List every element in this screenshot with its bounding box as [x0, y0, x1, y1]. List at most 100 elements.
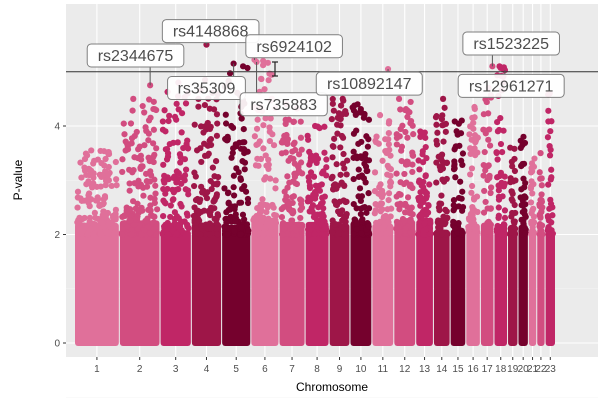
data-point: [134, 200, 141, 207]
x-tick-label: 4: [204, 364, 210, 375]
data-point: [198, 158, 205, 166]
data-point: [159, 118, 166, 125]
data-point: [450, 196, 458, 204]
data-point: [382, 148, 389, 155]
data-point: [459, 161, 466, 169]
data-point: [363, 133, 370, 140]
annotation-rs10892147: rs10892147: [315, 71, 423, 96]
data-point: [331, 181, 339, 188]
data-point: [228, 154, 235, 161]
chromosome-20-point-band: [518, 224, 528, 346]
data-point: [481, 187, 488, 195]
data-point: [118, 231, 126, 238]
data-point: [404, 113, 411, 121]
chromosome-8-point-band: [305, 221, 329, 346]
data-point: [416, 219, 423, 226]
y-tick-label: 2: [54, 230, 60, 241]
data-point: [122, 138, 129, 145]
data-point: [180, 144, 187, 152]
data-point: [146, 230, 154, 237]
data-point: [241, 216, 248, 223]
data-point: [254, 155, 261, 162]
data-point: [488, 184, 495, 191]
data-point: [528, 183, 535, 190]
data-point: [102, 155, 109, 163]
x-tick-label: 8: [314, 364, 320, 375]
data-point: [365, 223, 372, 230]
data-point: [409, 168, 416, 176]
data-point: [173, 230, 180, 237]
data-point: [77, 159, 84, 166]
annotation-box: [457, 73, 565, 98]
data-point: [496, 63, 503, 70]
data-point: [176, 151, 184, 158]
x-tick-label: 3: [173, 364, 179, 375]
data-point: [208, 224, 216, 232]
data-point: [423, 155, 430, 162]
data-point: [359, 216, 366, 223]
data-point: [150, 98, 157, 105]
data-point: [459, 150, 467, 157]
data-point: [548, 166, 555, 173]
annotation-rs4148868: rs4148868: [161, 19, 260, 44]
data-point: [508, 196, 515, 203]
data-point: [417, 212, 424, 219]
data-point: [322, 223, 329, 231]
data-point: [173, 179, 180, 186]
data-point: [165, 117, 172, 125]
data-point: [536, 220, 544, 228]
data-point: [311, 231, 318, 238]
annotation-box: [86, 43, 185, 68]
data-point: [198, 183, 205, 190]
x-tick-label: 14: [436, 364, 448, 375]
data-point: [284, 184, 291, 191]
data-point: [442, 206, 449, 213]
data-point: [86, 214, 94, 221]
data-point: [141, 109, 148, 116]
data-point: [487, 205, 494, 212]
data-point: [223, 137, 230, 144]
data-point: [197, 123, 205, 130]
data-point: [340, 182, 348, 189]
data-point: [329, 173, 336, 180]
data-point: [211, 173, 218, 180]
data-point: [159, 126, 167, 133]
data-point: [530, 205, 537, 212]
data-point: [278, 231, 286, 238]
data-point: [441, 104, 448, 111]
data-point: [469, 149, 477, 156]
data-point: [511, 167, 519, 175]
data-point: [407, 118, 415, 125]
chromosome-1-point-band: [75, 222, 119, 346]
data-point: [536, 169, 543, 176]
data-point: [483, 98, 490, 106]
data-point: [329, 142, 336, 150]
data-point: [521, 193, 528, 200]
annotation-rs35309: rs35309: [167, 76, 246, 101]
data-point: [501, 214, 509, 222]
data-point: [214, 231, 221, 238]
data-point: [290, 118, 298, 125]
data-point: [109, 221, 116, 228]
data-point: [288, 217, 295, 224]
data-point: [309, 202, 317, 209]
data-point: [375, 190, 382, 197]
data-point: [297, 196, 304, 203]
data-point: [416, 177, 423, 184]
chromosome-7-point-band: [279, 221, 305, 346]
chromosome-3-point-band: [160, 230, 191, 346]
data-points: [74, 41, 556, 346]
data-point: [292, 180, 299, 187]
data-point: [419, 148, 426, 155]
data-point: [211, 196, 218, 203]
data-point: [278, 150, 285, 157]
data-point: [407, 216, 414, 223]
data-point: [401, 217, 408, 224]
data-point: [508, 229, 515, 236]
data-point: [528, 178, 535, 185]
data-point: [395, 95, 403, 102]
data-point: [133, 128, 140, 136]
data-point: [335, 230, 342, 237]
data-point: [373, 133, 380, 140]
data-point: [387, 172, 394, 179]
